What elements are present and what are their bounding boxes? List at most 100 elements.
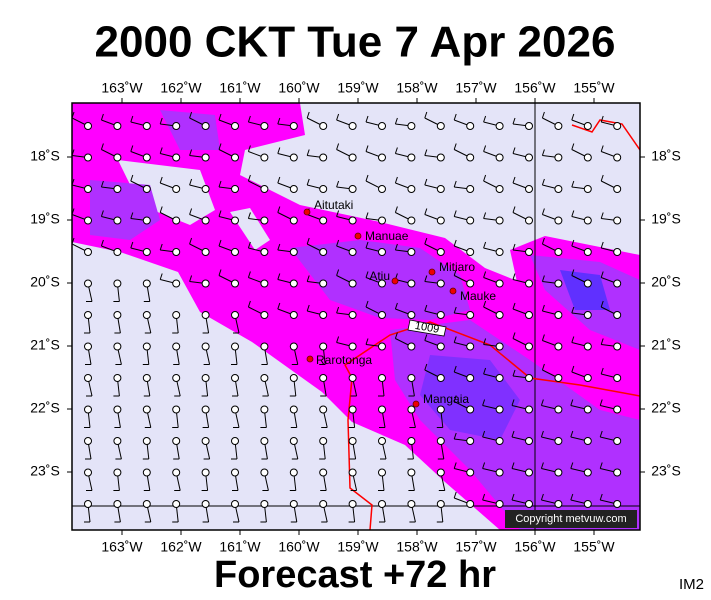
station — [84, 122, 92, 130]
barb-flag — [424, 334, 428, 341]
station — [84, 279, 92, 288]
station — [436, 122, 445, 130]
barb-flag — [306, 111, 310, 119]
station — [142, 468, 151, 477]
station — [348, 311, 357, 319]
barb-flag — [130, 241, 134, 249]
station — [231, 405, 239, 414]
barb-flag — [512, 273, 516, 280]
station — [172, 216, 181, 225]
barb-flag — [483, 300, 487, 308]
barb-flag — [541, 275, 545, 282]
station — [172, 342, 181, 351]
station — [613, 405, 622, 414]
station — [583, 311, 592, 319]
barb-flag — [424, 275, 428, 282]
barb-flag — [512, 117, 516, 125]
station — [319, 342, 328, 351]
barb-flag — [599, 399, 603, 406]
barb-flag — [482, 493, 486, 501]
barb-flag — [159, 147, 163, 154]
lat-label: 21˚S — [30, 337, 60, 353]
barb-flag — [365, 300, 369, 308]
station — [289, 216, 298, 225]
barb-flag — [540, 462, 544, 469]
station — [613, 153, 622, 162]
barb-flag — [365, 145, 369, 152]
barb-flag — [571, 180, 575, 188]
station — [172, 279, 181, 288]
station — [583, 500, 592, 508]
station — [231, 185, 239, 193]
station — [319, 153, 328, 162]
barb-flag — [306, 237, 310, 245]
wind-barbs — [72, 111, 622, 523]
barb-flag — [511, 399, 515, 406]
lon-label: 157˚W — [455, 539, 497, 555]
barb-flag — [277, 273, 281, 280]
station — [319, 248, 328, 256]
barb-flag — [541, 237, 545, 245]
station — [378, 500, 386, 508]
barb-flag — [483, 212, 487, 219]
barb-flag — [512, 206, 516, 213]
station — [495, 468, 504, 477]
station — [84, 216, 92, 225]
station — [84, 248, 92, 256]
barb-flag — [277, 147, 281, 154]
barb-flag — [541, 334, 545, 341]
station — [583, 468, 592, 477]
barb-flag — [189, 111, 193, 119]
barb-flag — [159, 243, 163, 251]
station — [260, 437, 269, 445]
barb-flag — [453, 491, 457, 499]
station — [142, 122, 151, 130]
station — [583, 248, 592, 256]
station — [289, 500, 298, 508]
barb-flag — [483, 115, 487, 123]
station — [525, 468, 533, 477]
station — [142, 342, 151, 351]
barb-flag — [540, 493, 544, 501]
barb-flag — [571, 269, 575, 276]
barb-flag — [453, 143, 457, 150]
station — [113, 500, 122, 508]
station — [378, 374, 386, 382]
lat-label: 19˚S — [30, 211, 60, 227]
barb-flag — [600, 145, 604, 152]
station — [583, 122, 592, 130]
barb-flag — [218, 113, 222, 121]
station — [525, 500, 533, 508]
station — [201, 468, 210, 477]
barb-flag — [570, 399, 574, 406]
station — [172, 405, 181, 414]
station — [466, 122, 475, 130]
barb-flag — [424, 304, 428, 312]
lon-label: 158˚W — [396, 539, 438, 555]
station — [84, 500, 92, 508]
station — [554, 374, 563, 382]
station — [260, 153, 269, 162]
barb-flag — [541, 178, 545, 186]
station — [319, 311, 328, 319]
barb-flag — [218, 269, 222, 276]
barb-flag — [571, 210, 575, 217]
station — [378, 185, 386, 193]
station — [378, 216, 386, 225]
station — [348, 122, 357, 130]
station — [142, 216, 151, 225]
station — [231, 153, 239, 162]
station — [260, 311, 269, 319]
barb-flag — [336, 239, 340, 247]
barb-flag — [100, 210, 104, 217]
station — [201, 500, 210, 508]
station — [495, 216, 504, 225]
station — [583, 437, 592, 445]
station — [554, 248, 563, 256]
barb-flag — [600, 115, 604, 123]
station — [583, 405, 592, 414]
barb-flag — [159, 176, 163, 184]
barb-flag — [424, 149, 428, 156]
station — [525, 437, 533, 445]
